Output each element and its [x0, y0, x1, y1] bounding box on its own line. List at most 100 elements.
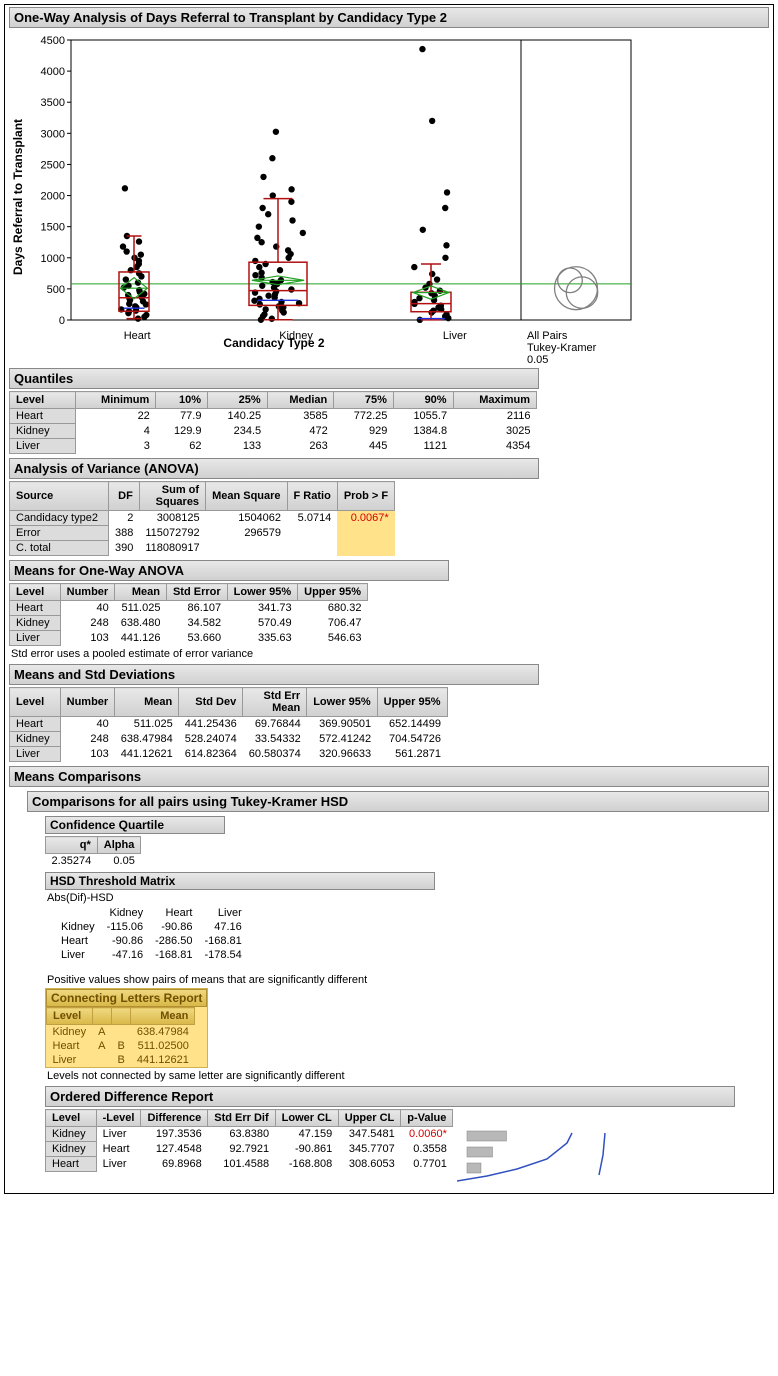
cell: 1121 [393, 439, 453, 454]
svg-text:4000: 4000 [41, 66, 65, 78]
cell: 2116 [453, 409, 536, 424]
anova-header: Analysis of Variance (ANOVA) [9, 458, 539, 479]
cell: 341.73 [227, 601, 297, 616]
cell: 680.32 [298, 601, 368, 616]
cell: 546.63 [298, 631, 368, 646]
cell: Heart [96, 1142, 141, 1157]
cell: 638.480 [115, 616, 167, 631]
clr-highlight-box: Connecting Letters ReportLevelMeanKidney… [45, 988, 208, 1068]
cell: Kidney [46, 1127, 97, 1142]
cell: -168.81 [149, 948, 198, 962]
col-header: Level [10, 688, 61, 717]
col-header: q* [46, 837, 98, 854]
cell [337, 526, 394, 541]
cell: 60.580374 [243, 747, 307, 762]
cell: Liver [96, 1127, 141, 1142]
cell: 3025 [453, 424, 536, 439]
allpairs-l2: Tukey-Kramer [527, 342, 637, 354]
cell: C. total [10, 541, 109, 556]
cq-table: q*Alpha2.352740.05 [45, 836, 141, 868]
cell: 5.0714 [287, 511, 337, 526]
col-header: Minimum [76, 392, 156, 409]
cell: 528.24074 [179, 732, 243, 747]
cell: 390 [108, 541, 139, 556]
col-header: Kidney [101, 906, 150, 920]
col-header: Mean [115, 688, 179, 717]
cell: 308.6053 [338, 1157, 401, 1172]
col-header: Lower 95% [307, 688, 377, 717]
col-header: Level [10, 392, 76, 409]
cell: 69.8968 [141, 1157, 208, 1172]
svg-text:4500: 4500 [41, 35, 65, 47]
col-header: Sum ofSquares [139, 482, 205, 511]
cell: 0.7701 [401, 1157, 453, 1172]
x-tick-label: Heart [71, 330, 203, 366]
cell: Kidney [47, 1025, 93, 1040]
col-header: Number [60, 584, 115, 601]
cell: 40 [60, 601, 115, 616]
cell: 77.9 [156, 409, 208, 424]
col-header: Median [267, 392, 334, 409]
cell: Candidacy type2 [10, 511, 109, 526]
col-header: 25% [207, 392, 267, 409]
cell: 572.41242 [307, 732, 377, 747]
cell: Liver [10, 439, 76, 454]
cell: Liver [96, 1157, 141, 1172]
cell: 115072792 [139, 526, 205, 541]
cell: 34.582 [166, 616, 227, 631]
cell [111, 1025, 130, 1040]
svg-text:500: 500 [47, 284, 65, 296]
col-header: Maximum [453, 392, 536, 409]
col-header: Mean [131, 1008, 195, 1025]
cell [287, 526, 337, 541]
col-header: p-Value [401, 1110, 453, 1127]
ordered-header: Ordered Difference Report [45, 1086, 735, 1107]
cell: 472 [267, 424, 334, 439]
col-header: Liver [198, 906, 247, 920]
means-comp-header: Means Comparisons [9, 766, 769, 787]
x-tick-label: Liver [389, 330, 521, 366]
cell: 86.107 [166, 601, 227, 616]
cell: -286.50 [149, 934, 198, 948]
cell: Kidney [10, 424, 76, 439]
cell: 53.660 [166, 631, 227, 646]
col-header: Source [10, 482, 109, 511]
cell: -90.86 [101, 934, 150, 948]
cell: 441.12621 [131, 1053, 195, 1067]
cell: 3008125 [139, 511, 205, 526]
cell: Liver [10, 631, 61, 646]
y-axis-label: Days Referral to Transplant [9, 57, 27, 337]
cell [287, 541, 337, 556]
col-header: Number [60, 688, 115, 717]
oneway-chart: 050010001500200025003000350040004500 [27, 30, 647, 330]
cell: Heart [55, 934, 101, 948]
anova-table: SourceDFSum ofSquaresMean SquareF RatioP… [9, 481, 395, 556]
cell: 47.16 [198, 920, 247, 934]
allpairs-l3: 0.05 [527, 354, 637, 366]
cell: 0.05 [97, 854, 141, 869]
col-header: 75% [334, 392, 394, 409]
cell: 234.5 [207, 424, 267, 439]
cell: Heart [10, 717, 61, 732]
cell: 388 [108, 526, 139, 541]
cell: 3 [76, 439, 156, 454]
cell: A [92, 1025, 111, 1040]
cell: 129.9 [156, 424, 208, 439]
main-title: One-Way Analysis of Days Referral to Tra… [9, 7, 769, 28]
cell: Kidney [10, 732, 61, 747]
cell: Liver [10, 747, 61, 762]
msd-table: LevelNumberMeanStd DevStd ErrMeanLower 9… [9, 687, 448, 762]
cell: 1504062 [206, 511, 287, 526]
clr-header: Connecting Letters Report [46, 989, 207, 1007]
cell: -47.16 [101, 948, 150, 962]
cell: 347.5481 [338, 1127, 401, 1142]
cell: 1384.8 [393, 424, 453, 439]
col-header: Lower CL [275, 1110, 338, 1127]
cell: Kidney [46, 1142, 97, 1157]
quantiles-header: Quantiles [9, 368, 539, 389]
svg-text:2500: 2500 [41, 159, 65, 171]
svg-text:0: 0 [59, 315, 65, 327]
cell: Kidney [55, 920, 101, 934]
cell [92, 1053, 111, 1067]
col-header: Std ErrMean [243, 688, 307, 717]
